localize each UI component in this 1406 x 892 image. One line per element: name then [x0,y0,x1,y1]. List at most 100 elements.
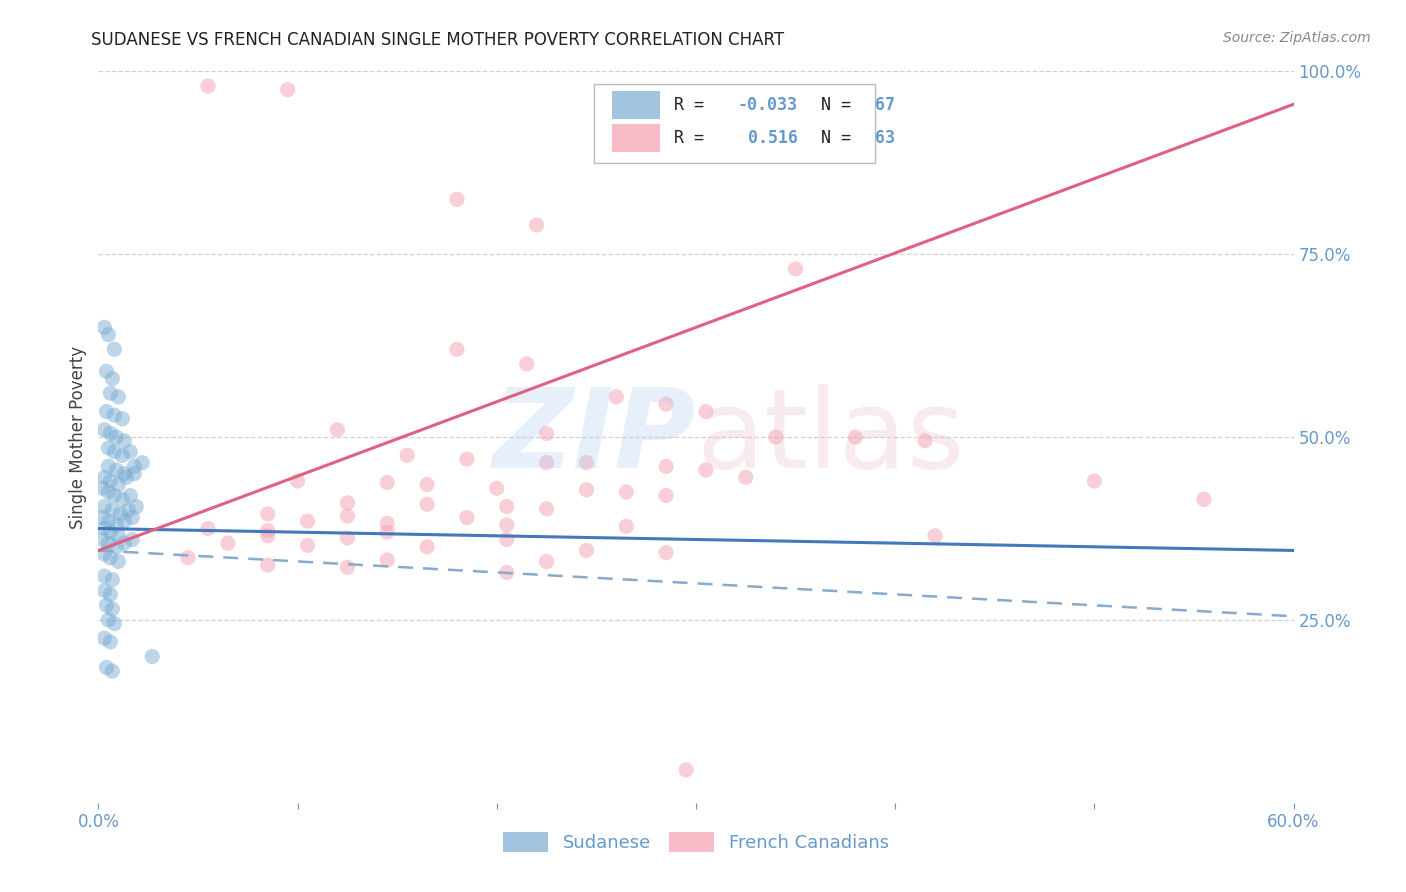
Point [765,430,787,444]
Point [516,357,538,371]
Point [197,521,219,535]
Point [105,540,128,554]
Point [336,509,359,524]
Point [112,536,135,550]
Point [96,660,118,674]
Point [375,516,398,531]
Point [256,524,278,538]
Point [101,664,124,678]
Point [96,364,118,378]
Point [98,587,122,601]
Text: N =: N = [821,96,862,114]
Point [446,193,468,207]
Point [695,463,717,477]
Point [105,463,128,477]
Text: Source: ZipAtlas.com: Source: ZipAtlas.com [1223,31,1371,45]
Point [97,613,120,627]
Point [336,531,359,545]
Point [101,602,124,616]
Point [336,560,359,574]
Point [105,517,128,532]
Point [456,452,478,467]
Point [105,430,128,444]
Point [93,632,115,646]
Y-axis label: Single Mother Poverty: Single Mother Poverty [69,345,87,529]
Text: 63: 63 [875,129,896,147]
Bar [613,91,661,119]
Point [97,327,120,342]
Point [111,412,134,426]
Point [107,554,129,568]
Point [141,649,163,664]
Text: SUDANESE VS FRENCH CANADIAN SINGLE MOTHER POVERTY CORRELATION CHART: SUDANESE VS FRENCH CANADIAN SINGLE MOTHE… [91,31,785,49]
Point [575,456,598,470]
FancyBboxPatch shape [595,84,875,163]
Point [655,459,678,474]
Point [93,423,115,437]
Point [98,550,122,565]
Point [287,474,309,488]
Point [112,434,135,448]
Point [575,543,598,558]
Point [93,569,115,583]
Point [96,404,118,418]
Point [614,519,637,533]
Point [93,547,115,561]
Point [103,444,125,458]
Point [536,501,558,516]
Point [98,525,122,540]
Point [93,583,115,598]
Point [111,492,134,507]
Point [526,218,548,232]
Text: -0.033: -0.033 [738,96,797,114]
Point [785,261,807,276]
Point [416,497,439,511]
Point [131,456,153,470]
Point [375,553,398,567]
Point [121,510,143,524]
Point [91,510,114,524]
Text: ZIP: ZIP [492,384,696,491]
Point [734,470,756,484]
Point [416,540,439,554]
Point [93,521,115,535]
Text: R =: R = [675,129,714,147]
Text: atlas: atlas [696,384,965,491]
Point [375,525,398,540]
Point [103,408,125,422]
Text: R =: R = [675,96,714,114]
Point [914,434,936,448]
Point [117,503,139,517]
Point [112,514,135,528]
Point [197,78,219,93]
Point [111,448,134,462]
Point [177,550,200,565]
Point [844,430,866,444]
Point [103,343,125,357]
Point [485,481,508,495]
Point [575,483,598,497]
Point [120,489,142,503]
Point [336,496,359,510]
Point [112,467,135,481]
Point [416,477,439,491]
Point [536,456,558,470]
Point [93,500,115,514]
Point [495,500,517,514]
Point [124,467,146,481]
Point [456,510,478,524]
Point [1192,492,1215,507]
Point [101,503,124,517]
Point [103,489,125,503]
Point [120,444,142,458]
Point [495,533,517,547]
Point [217,536,239,550]
Legend: Sudanese, French Canadians: Sudanese, French Canadians [496,824,896,860]
Point [97,441,120,455]
Point [326,423,349,437]
Point [536,426,558,441]
Point [256,558,278,573]
Point [125,500,148,514]
Point [98,635,122,649]
Point [124,459,146,474]
